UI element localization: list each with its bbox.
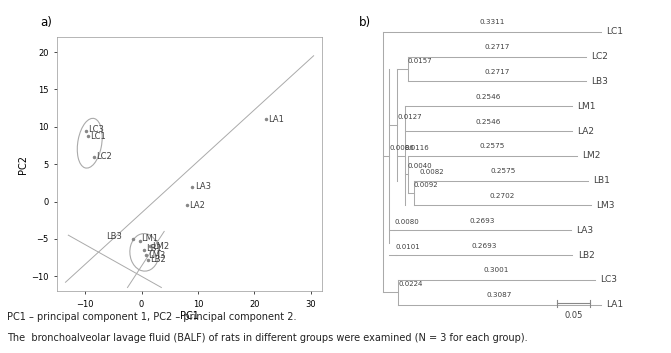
Text: 0.0157: 0.0157 [408,58,432,64]
Text: LB3: LB3 [106,232,122,241]
Text: 0.2702: 0.2702 [490,193,515,199]
Text: b): b) [359,16,371,29]
Text: LB1: LB1 [593,176,611,185]
Text: 0.2575: 0.2575 [491,168,516,174]
Text: LC1: LC1 [91,132,106,141]
Text: 0.0040: 0.0040 [407,163,432,169]
Text: 0.0086: 0.0086 [389,144,414,150]
Text: LA1: LA1 [268,115,285,124]
Text: LA3: LA3 [576,226,594,235]
Text: PC1 – principal component 1, PC2 – principal component 2.: PC1 – principal component 1, PC2 – princ… [7,312,296,322]
Text: LA3: LA3 [195,182,211,191]
Text: LA1: LA1 [606,300,623,309]
Text: 0.0224: 0.0224 [398,281,423,287]
Text: LB2: LB2 [578,251,595,259]
Text: 0.0127: 0.0127 [397,114,422,120]
Text: a): a) [40,16,52,29]
Text: 0.2546: 0.2546 [476,94,501,100]
Text: LM3: LM3 [597,201,615,210]
Text: 0.0101: 0.0101 [396,244,421,250]
Text: LB2: LB2 [150,255,166,264]
Text: LA2: LA2 [578,126,595,136]
Text: 0.2717: 0.2717 [484,44,509,50]
Text: LC3: LC3 [601,275,617,284]
X-axis label: PC1: PC1 [180,311,199,321]
Text: LM1: LM1 [578,102,596,111]
Text: 0.3311: 0.3311 [479,19,505,25]
Text: LC1: LC1 [606,27,623,36]
Text: 0.2575: 0.2575 [479,143,505,149]
Text: 0.2717: 0.2717 [484,69,509,75]
Text: LB1: LB1 [146,244,162,253]
Text: LM2: LM2 [582,151,601,160]
Text: LB3: LB3 [591,77,609,86]
Text: 0.3087: 0.3087 [486,292,512,298]
Text: 0.2693: 0.2693 [471,243,497,249]
Text: LM3: LM3 [148,251,165,260]
Text: 0.0092: 0.0092 [413,182,438,188]
Text: 0.2546: 0.2546 [476,119,501,125]
Text: 0.2693: 0.2693 [470,218,495,224]
Text: The  bronchoalveolar lavage fluid (BALF) of rats in different groups were examin: The bronchoalveolar lavage fluid (BALF) … [7,333,527,342]
Text: LC3: LC3 [89,125,105,133]
Text: 0.0082: 0.0082 [419,169,444,175]
Text: 0.0116: 0.0116 [405,144,429,150]
Text: LA2: LA2 [189,201,205,210]
Text: LC2: LC2 [591,52,609,61]
Y-axis label: PC2: PC2 [18,155,28,174]
Text: 0.0080: 0.0080 [395,219,419,225]
Text: LC2: LC2 [96,152,111,161]
Text: LM2: LM2 [152,242,169,251]
Text: 0.05: 0.05 [564,311,583,319]
Text: 0.3001: 0.3001 [484,267,509,273]
Text: LM1: LM1 [142,234,159,244]
